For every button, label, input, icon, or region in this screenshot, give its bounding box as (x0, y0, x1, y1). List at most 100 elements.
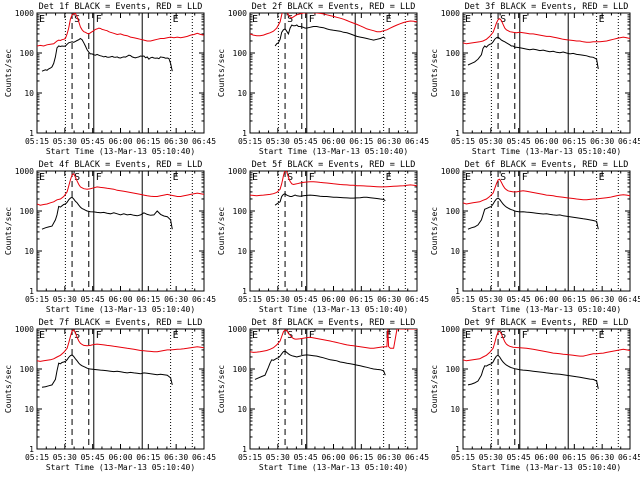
y-tick-label: 10 (450, 247, 460, 256)
x-tick-label: 06:30 (377, 137, 401, 146)
x-tick-label: 06:45 (618, 453, 640, 462)
detector-panel-7: Det 7f BLACK = Events, RED = LLD 1 10 100 10… (4, 318, 216, 472)
y-tick-label: 100 (233, 365, 248, 374)
x-tick-label: 06:15 (136, 137, 160, 146)
interval-label: S (500, 330, 506, 341)
plot-frame (249, 170, 418, 292)
interval-label: E (386, 172, 392, 183)
y-tick-label: 1 (29, 287, 34, 296)
x-tick-label: 05:30 (266, 295, 290, 304)
lld-series-line (250, 329, 417, 353)
interval-label: S (74, 14, 80, 25)
interval-label: E (39, 14, 45, 25)
detector-panel-2: Det 2f BLACK = Events, RED = LLD 1 10 100 10… (217, 2, 429, 156)
x-axis-label: Start Time (13-Mar-13 05:10:40) (259, 147, 408, 156)
interval-label: E (465, 330, 471, 341)
detector-panel-4: Det 4f BLACK = Events, RED = LLD 1 10 100 10… (4, 160, 216, 314)
interval-label: E (465, 172, 471, 183)
panel-title: Det 1f BLACK = Events, RED = LLD (39, 2, 203, 12)
x-tick-label: 06:45 (192, 453, 216, 462)
x-tick-label: 06:15 (136, 295, 160, 304)
y-tick-label: 10 (450, 405, 460, 414)
x-tick-label: 06:15 (349, 137, 373, 146)
events-series-line (41, 37, 173, 72)
lld-series-line (37, 173, 204, 206)
plot-frame (36, 170, 205, 292)
x-tick-label: 06:00 (321, 137, 345, 146)
interval-label: E (599, 330, 605, 341)
x-tick-label: 06:30 (377, 453, 401, 462)
x-tick-label: 05:45 (81, 137, 105, 146)
detector-panel-9: Det 9f BLACK = Events, RED = LLD 1 10 100 10… (430, 318, 640, 472)
plot-frame (249, 12, 418, 134)
x-tick-label: 06:30 (590, 453, 614, 462)
y-tick-label: 1000 (15, 9, 34, 18)
interval-label: E (173, 330, 179, 341)
x-tick-label: 06:00 (321, 295, 345, 304)
interval-label: E (599, 172, 605, 183)
interval-label: F (522, 330, 528, 341)
interval-label: F (309, 14, 315, 25)
y-tick-label: 10 (450, 89, 460, 98)
y-tick-label: 1000 (15, 167, 34, 176)
panel-title: Det 2f BLACK = Events, RED = LLD (252, 2, 416, 12)
interval-label: F (522, 172, 528, 183)
panel-title: Det 6f BLACK = Events, RED = LLD (465, 160, 629, 170)
x-tick-label: 06:30 (590, 137, 614, 146)
x-tick-label: 06:45 (192, 295, 216, 304)
x-tick-label: 06:00 (534, 137, 558, 146)
panel-title: Det 7f BLACK = Events, RED = LLD (39, 318, 203, 328)
x-tick-label: 06:45 (405, 453, 429, 462)
x-tick-label: 05:30 (53, 453, 77, 462)
y-tick-label: 1 (455, 445, 460, 454)
x-tick-label: 06:15 (349, 453, 373, 462)
panel-title: Det 5f BLACK = Events, RED = LLD (252, 160, 416, 170)
x-tick-label: 06:30 (164, 137, 188, 146)
x-tick-label: 06:45 (192, 137, 216, 146)
x-axis-label: Start Time (13-Mar-13 05:10:40) (472, 305, 621, 314)
x-tick-label: 05:15 (238, 295, 262, 304)
interval-label: S (287, 172, 293, 183)
plot-frame (36, 12, 205, 134)
interval-label: S (500, 14, 506, 25)
x-tick-label: 05:30 (53, 137, 77, 146)
y-tick-label: 10 (24, 89, 34, 98)
y-axis-label: Counts/sec (4, 207, 13, 255)
x-tick-label: 05:15 (451, 295, 475, 304)
x-tick-label: 06:00 (108, 137, 132, 146)
y-tick-label: 1 (455, 287, 460, 296)
y-tick-label: 1 (242, 129, 247, 138)
events-series-line (467, 36, 599, 69)
x-tick-label: 05:45 (81, 453, 105, 462)
x-tick-label: 05:45 (294, 453, 318, 462)
y-tick-label: 1000 (441, 9, 460, 18)
x-axis-label: Start Time (13-Mar-13 05:10:40) (46, 305, 195, 314)
x-tick-label: 05:15 (238, 137, 262, 146)
y-tick-label: 1 (242, 287, 247, 296)
interval-label: S (287, 14, 293, 25)
x-tick-label: 05:45 (507, 137, 531, 146)
x-tick-label: 06:45 (405, 137, 429, 146)
x-axis-label: Start Time (13-Mar-13 05:10:40) (472, 147, 621, 156)
plot-frame (462, 12, 631, 134)
y-tick-label: 10 (24, 405, 34, 414)
x-tick-label: 06:00 (108, 295, 132, 304)
events-series-line (41, 354, 173, 388)
y-tick-label: 100 (20, 49, 35, 58)
x-tick-label: 05:30 (53, 295, 77, 304)
y-tick-label: 1 (242, 445, 247, 454)
interval-label: S (74, 330, 80, 341)
y-tick-label: 100 (446, 207, 461, 216)
y-tick-label: 10 (237, 247, 247, 256)
x-tick-label: 06:15 (349, 295, 373, 304)
interval-label: F (309, 172, 315, 183)
x-tick-label: 05:45 (294, 295, 318, 304)
x-axis-label: Start Time (13-Mar-13 05:10:40) (46, 147, 195, 156)
x-tick-label: 05:45 (294, 137, 318, 146)
lld-series-line (37, 13, 204, 47)
panel-title: Det 4f BLACK = Events, RED = LLD (39, 160, 203, 170)
x-tick-label: 05:30 (479, 137, 503, 146)
y-tick-label: 1000 (228, 9, 247, 18)
plot-frame (462, 170, 631, 292)
